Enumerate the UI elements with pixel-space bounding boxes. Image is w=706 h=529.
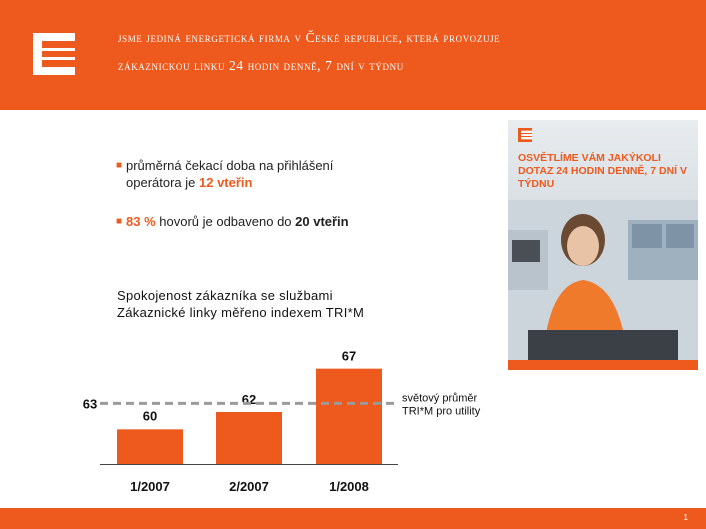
chart-title: Spokojenost zákazníka se službami Zákazn… (117, 287, 364, 321)
bullet-calls-handled: ■ 83 % hovorů je odbaveno do 20 vteřin (116, 213, 349, 230)
tagline: jsme jediná energetická firma v České re… (118, 24, 678, 80)
bar-2/2007 (216, 412, 282, 464)
category-label: 1/2008 (329, 479, 369, 494)
advertising-poster: OSVĚTLÍME VÁM JAKÝKOLI DOTAZ 24 HODIN DE… (508, 120, 698, 370)
tagline-line-2: zákaznickou linku 24 hodin denně, 7 dní … (118, 58, 404, 73)
bullet-1-text: průměrná čekací doba na přihlášení (126, 158, 334, 173)
reference-label-line-2: TRI*M pro utility (402, 405, 481, 417)
tagline-line-1: jsme jediná energetická firma v České re… (118, 30, 501, 45)
bullet-square-icon: ■ (116, 160, 123, 171)
bullet-waiting-time: ■ průměrná čekací doba na přihlášení ope… (116, 157, 333, 191)
bullet-2-text: hovorů je odbaveno do (155, 214, 296, 229)
bullet-square-icon: ■ (116, 216, 123, 227)
reference-value-label: 63 (83, 396, 97, 411)
bullet-2-bold: 20 vteřin (295, 214, 349, 229)
page-number: 1 (683, 513, 688, 522)
bar-1/2007 (117, 429, 183, 464)
footer-bar: 1 (0, 508, 706, 529)
chart-title-line-1: Spokojenost zákazníka se službami (117, 288, 333, 303)
bar-value-label: 67 (342, 349, 356, 364)
category-label: 2/2007 (229, 479, 269, 494)
header-banner: jsme jediná energetická firma v České re… (0, 0, 706, 110)
poster-operator-image (508, 200, 698, 360)
reference-label-line-1: světový průměr (402, 392, 478, 404)
cez-logo-icon (33, 33, 75, 75)
bullet-1-highlight: 12 vteřin (199, 175, 253, 190)
poster-footer-bar (508, 360, 698, 370)
chart-title-line-2: Zákaznické linky měřeno indexem TRI*M (117, 305, 365, 320)
poster-title: OSVĚTLÍME VÁM JAKÝKOLI DOTAZ 24 HODIN DE… (518, 152, 687, 190)
category-label: 1/2007 (130, 479, 170, 494)
bullet-2-highlight: 83 % (126, 214, 156, 229)
bar-1/2008 (316, 368, 382, 464)
bullet-1-text-line2: operátora je (126, 175, 199, 190)
poster-logo-icon (518, 128, 532, 142)
bar-value-label: 60 (143, 408, 157, 423)
